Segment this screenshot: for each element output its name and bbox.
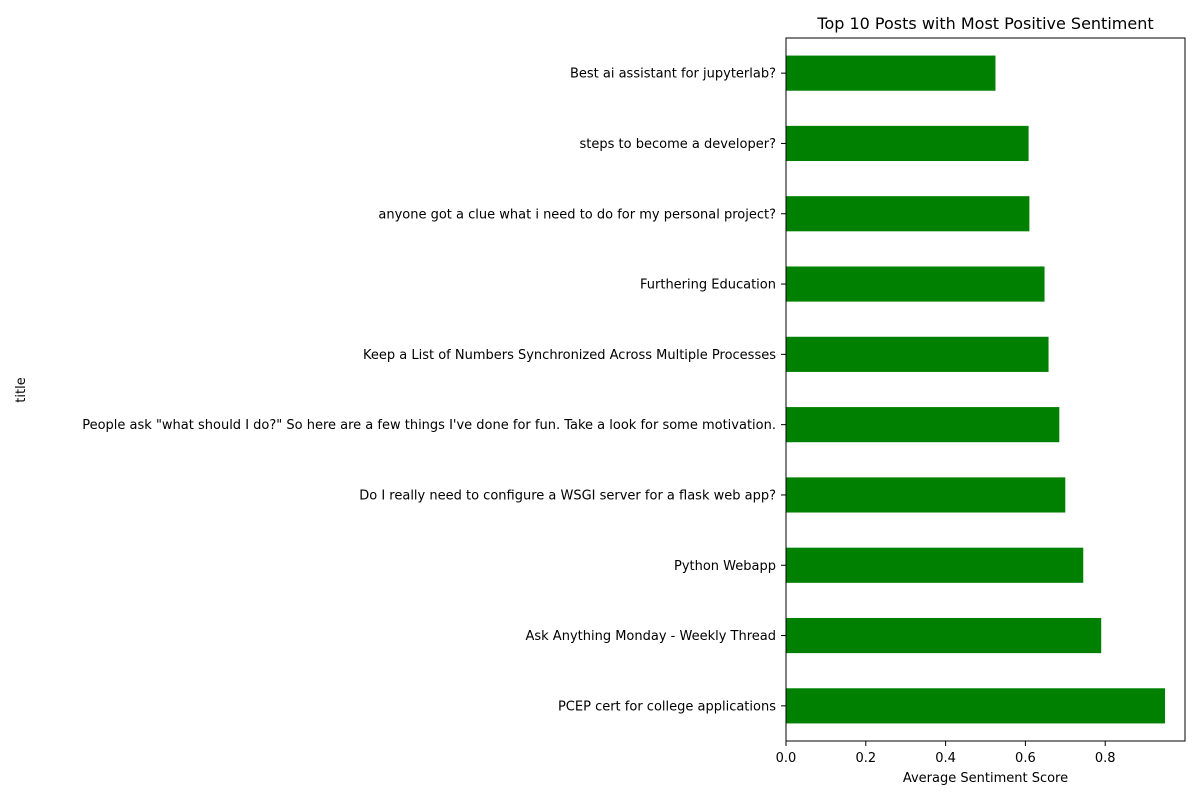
plot-frame bbox=[785, 37, 1186, 742]
x-tick-label: 0.2 bbox=[855, 751, 876, 766]
y-axis-label: title bbox=[14, 377, 29, 402]
y-tick-label: Keep a List of Numbers Synchronized Acro… bbox=[363, 348, 776, 363]
bar bbox=[786, 688, 1166, 724]
bar bbox=[786, 407, 1060, 443]
bar bbox=[786, 266, 1045, 302]
y-tick-label: steps to become a developer? bbox=[580, 137, 776, 152]
y-tick-label: Ask Anything Monday - Weekly Thread bbox=[525, 629, 776, 644]
y-tick-label: PCEP cert for college applications bbox=[558, 699, 776, 714]
x-tick-label: 0.8 bbox=[1095, 751, 1116, 766]
x-axis-label: Average Sentiment Score bbox=[903, 771, 1068, 786]
bar bbox=[786, 547, 1084, 583]
axes-layer bbox=[785, 37, 1186, 742]
bar bbox=[786, 196, 1030, 232]
bars-layer bbox=[786, 55, 1166, 724]
bar bbox=[786, 125, 1029, 162]
y-tick-label: Furthering Education bbox=[640, 278, 776, 293]
y-ticks: PCEP cert for college applications Ask An… bbox=[82, 67, 786, 714]
y-tick-label: Best ai assistant for jupyterlab? bbox=[570, 67, 776, 82]
y-tick-label: People ask "what should I do?" So here a… bbox=[82, 418, 776, 433]
bar bbox=[786, 617, 1102, 654]
x-tick-label: 0.4 bbox=[935, 751, 956, 766]
x-tick-label: 0.0 bbox=[776, 751, 797, 766]
y-tick-label: Do I really need to configure a WSGI ser… bbox=[359, 488, 776, 503]
x-ticks: 0.0 0.2 0.4 0.6 0.8 bbox=[776, 741, 1116, 766]
x-tick-label: 0.6 bbox=[1015, 751, 1036, 766]
chart-title: Top 10 Posts with Most Positive Sentimen… bbox=[816, 14, 1153, 33]
y-tick-label: anyone got a clue what i need to do for … bbox=[378, 207, 776, 222]
bar bbox=[786, 336, 1049, 372]
bar bbox=[786, 477, 1066, 513]
bar bbox=[786, 55, 996, 91]
y-tick-label: Python Webapp bbox=[674, 559, 776, 574]
